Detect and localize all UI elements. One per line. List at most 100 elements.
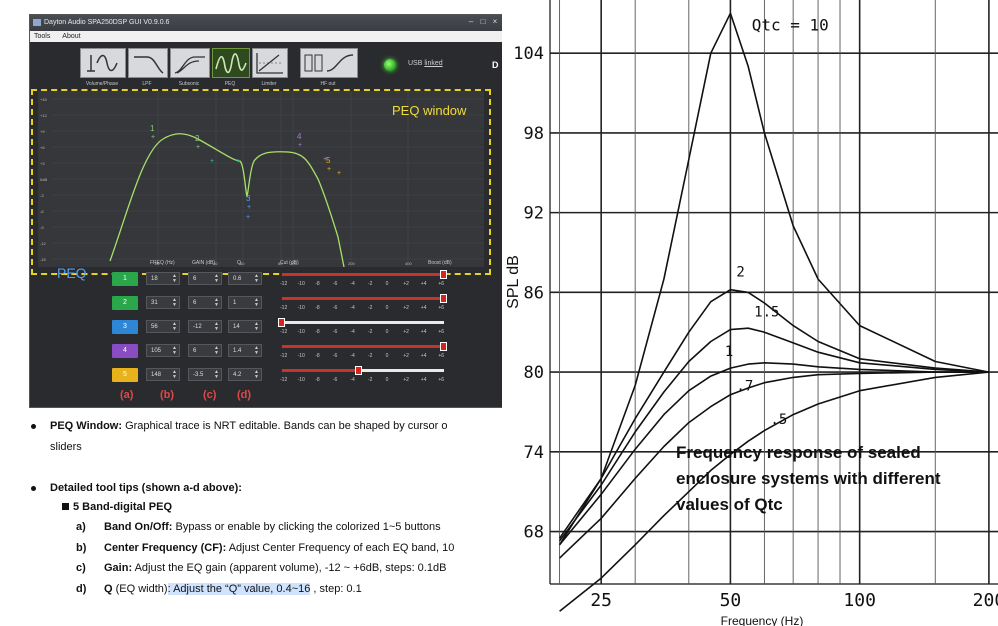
menu-about[interactable]: About: [62, 33, 81, 40]
chart-title-line-1: Frequency response of sealed: [676, 443, 921, 462]
gain-scale-tick: -6: [332, 329, 338, 335]
usb-linked-link[interactable]: linked: [424, 60, 443, 67]
chart-title-line-3: values of Qtc: [676, 495, 783, 514]
menu-tools[interactable]: Tools: [34, 33, 51, 40]
spinner-arrows-icon[interactable]: ▲ ▼: [214, 345, 219, 356]
band-toggle-button[interactable]: 3: [112, 320, 138, 334]
gain-slider[interactable]: [278, 318, 444, 327]
close-icon[interactable]: ×: [492, 17, 498, 26]
band-marker-handle[interactable]: +: [236, 158, 240, 165]
band-marker-handle[interactable]: +: [196, 144, 200, 151]
column-tag-b: (b): [160, 389, 175, 401]
q-input[interactable]: 1.4 ▲ ▼: [228, 344, 262, 357]
q-input[interactable]: 14 ▲ ▼: [228, 320, 262, 333]
spinner-arrows-icon[interactable]: ▲ ▼: [172, 345, 177, 356]
freq-input[interactable]: 31 ▲ ▼: [146, 296, 180, 309]
gain-input[interactable]: 6 ▲ ▼: [188, 344, 222, 357]
peq-graph-window[interactable]: +15 +12 +9 +6 +3 0dB -3 -6 -9 -12 -15 20 40 60 80 100 2…: [31, 89, 491, 275]
minimize-icon[interactable]: –: [468, 17, 474, 26]
band-toggle-button[interactable]: 2: [112, 296, 138, 310]
doc-item-tag: b): [76, 542, 87, 554]
band-marker-handle[interactable]: +: [327, 166, 331, 173]
spinner-arrows-icon[interactable]: ▲ ▼: [254, 369, 259, 380]
spinner-arrows-icon[interactable]: ▲ ▼: [214, 273, 219, 284]
band-toggle-button[interactable]: 5: [112, 368, 138, 382]
band-marker-handle[interactable]: +: [298, 142, 302, 149]
maximize-icon[interactable]: □: [480, 17, 486, 26]
spinner-arrows-icon[interactable]: ▲ ▼: [172, 297, 177, 308]
peq-button[interactable]: [212, 48, 250, 78]
gain-slider[interactable]: [282, 342, 447, 351]
gain-slider-handle[interactable]: [278, 318, 285, 327]
spinner-arrows-icon[interactable]: ▲ ▼: [172, 369, 177, 380]
freq-input[interactable]: 105 ▲ ▼: [146, 344, 180, 357]
volume-phase-button[interactable]: [80, 48, 126, 78]
gain-input[interactable]: -3.5 ▲ ▼: [188, 368, 222, 381]
freq-input[interactable]: 56 ▲ ▼: [146, 320, 180, 333]
spinner-arrows-icon[interactable]: ▲ ▼: [214, 369, 219, 380]
brand-logo: D: [492, 60, 499, 70]
chart-y-tick-label: 74: [524, 443, 544, 463]
spinner-arrows-icon[interactable]: ▲ ▼: [254, 273, 259, 284]
hf-out-button[interactable]: [300, 48, 358, 78]
gain-slider[interactable]: [282, 366, 444, 375]
band-toggle-button[interactable]: 4: [112, 344, 138, 358]
doc-item-title: Q: [104, 583, 113, 595]
graph-y-tick: -9: [40, 225, 44, 230]
gain-slider[interactable]: [282, 294, 447, 303]
gain-slider[interactable]: [282, 270, 447, 279]
gain-slider-handle[interactable]: [440, 270, 447, 279]
chart-series-line: [558, 12, 990, 546]
gain-scale-tick: -12: [280, 377, 288, 383]
doc-b1-text: Graphical trace is NRT editable. Bands c…: [122, 420, 448, 432]
band-marker-label: 3: [246, 194, 251, 203]
band-marker-handle[interactable]: +: [151, 134, 155, 141]
band-marker-handle[interactable]: +: [210, 158, 214, 165]
gain-scale-tick: -10: [297, 329, 305, 335]
chart-series-label: .5: [770, 412, 787, 428]
gain-scale-tick: -4: [350, 329, 355, 335]
freq-input[interactable]: 18 ▲ ▼: [146, 272, 180, 285]
band-marker-handle[interactable]: +: [246, 214, 250, 221]
q-input[interactable]: 1 ▲ ▼: [228, 296, 262, 309]
freq-input[interactable]: 148 ▲ ▼: [146, 368, 180, 381]
gain-slider-handle[interactable]: [440, 342, 447, 351]
spinner-arrows-icon[interactable]: ▲ ▼: [254, 297, 259, 308]
spinner-arrows-icon[interactable]: ▲ ▼: [214, 297, 219, 308]
q-input[interactable]: 4.2 ▲ ▼: [228, 368, 262, 381]
band-marker-handle[interactable]: +: [337, 170, 341, 177]
band-toggle-button[interactable]: 1: [112, 272, 138, 286]
gain-input[interactable]: -12 ▲ ▼: [188, 320, 222, 333]
chart-series-line: [558, 288, 989, 539]
lpf-button[interactable]: [128, 48, 168, 78]
gain-slider-handle[interactable]: [354, 366, 362, 375]
spinner-arrows-icon[interactable]: ▲ ▼: [254, 345, 259, 356]
limiter-button[interactable]: [252, 48, 288, 78]
chart-series-label: 1: [725, 344, 733, 360]
doc-sub-title: 5 Band-digital PEQ: [62, 501, 172, 513]
peq-section-title: PEQ: [57, 265, 87, 281]
gain-scale-tick: +4: [420, 305, 427, 311]
gain-input[interactable]: 6 ▲ ▼: [188, 296, 222, 309]
q-input[interactable]: 0.6 ▲ ▼: [228, 272, 262, 285]
chart-title: Frequency response of sealed enclosure s…: [676, 443, 941, 514]
spinner-arrows-icon[interactable]: ▲ ▼: [172, 273, 177, 284]
gain-slider-fill: [282, 345, 444, 348]
gain-scale-tick: -4: [350, 377, 355, 383]
spinner-arrows-icon[interactable]: ▲ ▼: [254, 321, 259, 332]
gain-slider-fill: [282, 297, 444, 300]
graph-y-tick: +9: [40, 129, 45, 134]
band-marker-handle[interactable]: +: [323, 156, 327, 163]
spinner-arrows-icon[interactable]: ▲ ▼: [172, 321, 177, 332]
band-marker-handle[interactable]: +: [247, 204, 251, 211]
gain-scale-tick: -6: [332, 353, 338, 359]
gain-input[interactable]: 6 ▲ ▼: [188, 272, 222, 285]
boost-header: Boost (dB): [428, 260, 452, 266]
gain-slider-handle[interactable]: [440, 294, 447, 303]
spinner-arrows-icon[interactable]: ▲ ▼: [214, 321, 219, 332]
subsonic-icon: [174, 56, 205, 74]
doc-item-c: c) Gain: Adjust the EQ gain (apparent vol…: [76, 562, 446, 574]
subsonic-button[interactable]: [170, 48, 210, 78]
